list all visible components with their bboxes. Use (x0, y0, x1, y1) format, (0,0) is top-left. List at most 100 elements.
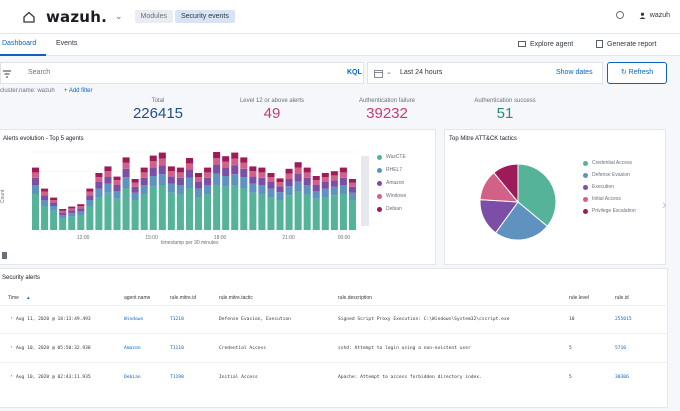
bar-segment-wazcte[interactable] (32, 194, 40, 230)
cell-rule-id[interactable]: 30306 (615, 375, 629, 380)
bar-segment-debian[interactable] (204, 167, 212, 173)
bar-segment-windows[interactable] (294, 167, 302, 174)
bar-segment-windows[interactable] (113, 180, 121, 185)
bar-segment-debian[interactable] (330, 171, 338, 176)
bar-segment-debian[interactable] (285, 168, 293, 174)
bar-segment-debian[interactable] (267, 173, 275, 178)
column-header-mitre-id[interactable]: rule.mitre.id (170, 295, 197, 301)
legend-item[interactable]: Windows (377, 193, 406, 199)
bar-segment-debian[interactable] (59, 209, 67, 211)
bar-segment-windows[interactable] (32, 172, 40, 178)
bar-segment-rhel7[interactable] (95, 188, 103, 197)
bar-segment-debian[interactable] (240, 157, 248, 163)
bar-segment-amazon[interactable] (131, 186, 139, 193)
cell-mitre-id[interactable]: T1190 (170, 375, 184, 380)
bar-segment-amazon[interactable] (104, 176, 112, 184)
bar-segment-debian[interactable] (167, 166, 175, 172)
bar-segment-amazon[interactable] (50, 202, 58, 206)
bar-segment-windows[interactable] (321, 177, 329, 182)
bar-segment-rhel7[interactable] (339, 185, 347, 194)
bar-segment-debian[interactable] (41, 188, 49, 192)
chevron-down-icon[interactable]: ⌄ (386, 69, 392, 76)
bar-segment-debian[interactable] (50, 197, 58, 200)
legend-item[interactable]: WazCTE (377, 154, 406, 160)
cell-agent[interactable]: Amazon (124, 346, 141, 351)
bar-segment-windows[interactable] (204, 172, 212, 178)
bar-segment-amazon[interactable] (339, 177, 347, 185)
bar-segment-rhel7[interactable] (321, 188, 329, 197)
bar-segment-wazcte[interactable] (276, 200, 284, 230)
bar-segment-amazon[interactable] (240, 168, 248, 178)
legend-item[interactable]: Amazon (377, 180, 404, 186)
bar-segment-amazon[interactable] (176, 177, 184, 185)
bar-segment-wazcte[interactable] (303, 194, 311, 230)
bar-segment-debian[interactable] (77, 204, 85, 206)
bar-segment-amazon[interactable] (303, 177, 311, 185)
bar-segment-wazcte[interactable] (231, 185, 239, 230)
legend-item[interactable]: Debian (377, 206, 402, 212)
user-menu[interactable]: wazuh (639, 12, 670, 19)
bar-segment-wazcte[interactable] (222, 186, 230, 230)
bar-segment-windows[interactable] (104, 171, 112, 177)
pie-slice-credential-access[interactable] (517, 163, 557, 227)
bar-segment-wazcte[interactable] (312, 198, 320, 230)
bar-segment-debian[interactable] (339, 167, 347, 173)
bar-segment-rhel7[interactable] (59, 215, 67, 218)
bar-segment-rhel7[interactable] (285, 186, 293, 196)
cell-mitre-id[interactable]: T1218 (170, 317, 184, 322)
bar-segment-windows[interactable] (131, 182, 139, 187)
bar-segment-debian[interactable] (258, 167, 266, 173)
expand-icon[interactable]: › (10, 345, 13, 350)
bar-segment-amazon[interactable] (158, 165, 166, 175)
bar-segment-rhel7[interactable] (131, 192, 139, 200)
bar-segment-debian[interactable] (276, 178, 284, 182)
bar-segment-amazon[interactable] (113, 185, 121, 191)
bar-segment-windows[interactable] (86, 191, 94, 196)
bar-segment-amazon[interactable] (321, 182, 329, 189)
show-dates-button[interactable]: Show dates (556, 69, 593, 76)
bar-segment-debian[interactable] (32, 167, 40, 173)
bar-segment-debian[interactable] (249, 166, 257, 172)
bar-segment-amazon[interactable] (77, 208, 85, 212)
date-range[interactable]: Last 24 hours (400, 69, 443, 76)
date-picker[interactable]: ⌄ Last 24 hours Show dates (367, 62, 603, 84)
bar-segment-debian[interactable] (213, 152, 221, 158)
bar-segment-rhel7[interactable] (195, 188, 203, 197)
stat-value[interactable]: 226415 (132, 105, 184, 122)
bar-segment-wazcte[interactable] (213, 185, 221, 230)
bar-segment-amazon[interactable] (267, 182, 275, 189)
bar-segment-rhel7[interactable] (222, 176, 230, 187)
wazuh-logo[interactable]: wazuh. (46, 7, 107, 26)
bar-segment-windows[interactable] (267, 177, 275, 182)
bar-segment-rhel7[interactable] (32, 185, 40, 194)
bar-segment-amazon[interactable] (149, 167, 157, 176)
sort-icon[interactable]: ▴ (27, 295, 30, 301)
bar-segment-amazon[interactable] (330, 180, 338, 187)
bar-segment-rhel7[interactable] (122, 177, 130, 188)
bar-segment-amazon[interactable] (285, 179, 293, 187)
bar-segment-rhel7[interactable] (185, 177, 193, 188)
pie-slice-defense-evasion[interactable] (494, 201, 548, 241)
expand-icon[interactable]: › (10, 316, 13, 321)
bar-segment-windows[interactable] (330, 175, 338, 181)
bar-segment-debian[interactable] (113, 176, 121, 181)
bar-segment-rhel7[interactable] (231, 174, 239, 185)
bar-segment-windows[interactable] (312, 180, 320, 185)
tab-events[interactable]: Events (56, 40, 78, 47)
explore-agent-button[interactable]: Explore agent (518, 40, 573, 48)
bar-segment-amazon[interactable] (222, 167, 230, 176)
bar-segment-wazcte[interactable] (195, 197, 203, 230)
bar-segment-debian[interactable] (321, 173, 329, 178)
cell-rule-id[interactable]: 255015 (615, 317, 632, 322)
bar-segment-wazcte[interactable] (267, 197, 275, 230)
bar-segment-wazcte[interactable] (86, 206, 94, 230)
bar-segment-debian[interactable] (95, 173, 103, 178)
legend-item[interactable]: Defense Evasion (583, 172, 630, 178)
bar-segment-rhel7[interactable] (276, 192, 284, 200)
bar-segment-wazcte[interactable] (176, 194, 184, 230)
cell-agent[interactable]: Windows (124, 317, 144, 322)
bar-segment-debian[interactable] (149, 155, 157, 161)
bar-segment-debian[interactable] (86, 188, 94, 192)
bar-segment-windows[interactable] (50, 200, 58, 203)
bar-segment-windows[interactable] (95, 177, 103, 182)
